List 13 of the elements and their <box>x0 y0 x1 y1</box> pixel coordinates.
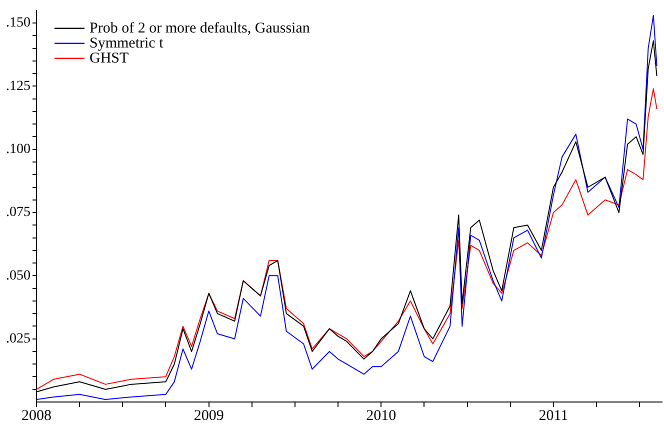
x-tick-label: 2010 <box>366 408 396 424</box>
y-tick-label: .100 <box>6 142 30 158</box>
y-tick-label: .150 <box>6 16 30 31</box>
legend-label: Symmetric t <box>90 35 164 52</box>
y-tick-label: .075 <box>6 205 30 220</box>
y-tick-label: .025 <box>6 332 30 347</box>
legend-label: GHST <box>90 50 129 66</box>
x-tick-label: 2008 <box>22 408 52 424</box>
y-tick-label: .125 <box>6 78 30 94</box>
y-tick-label: .050 <box>6 268 30 284</box>
x-tick-label: 2011 <box>538 408 568 424</box>
legend-label: Prob of 2 or more defaults, Gaussian <box>90 20 310 36</box>
x-tick-label: 2009 <box>194 408 224 424</box>
